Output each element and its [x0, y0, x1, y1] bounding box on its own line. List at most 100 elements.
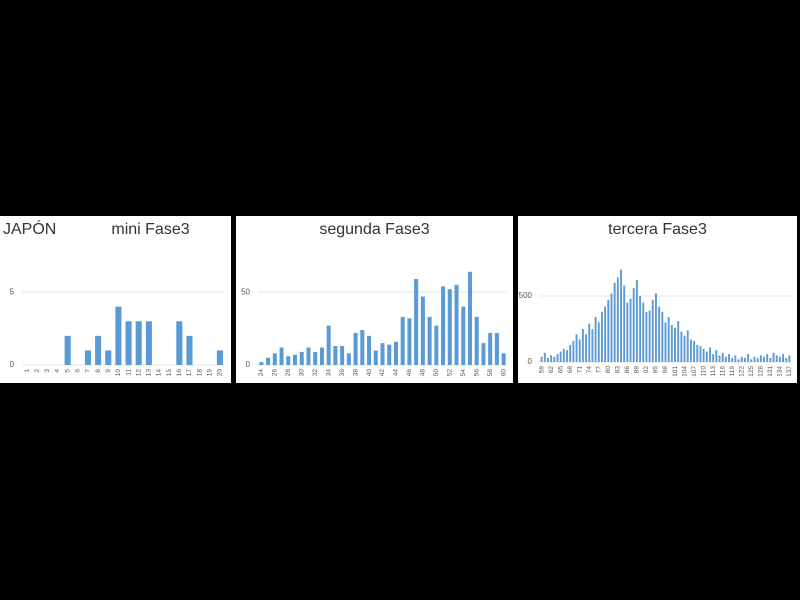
- bar: [306, 347, 311, 365]
- bar: [373, 350, 378, 365]
- bar: [319, 347, 324, 365]
- x-tick-label: 101: [672, 366, 679, 377]
- bar: [414, 279, 419, 365]
- x-tick-label: 131: [767, 366, 774, 377]
- bar: [186, 335, 193, 365]
- bar: [769, 358, 772, 362]
- y-tick-label: 0: [10, 360, 15, 369]
- x-tick-label: 65: [557, 366, 564, 374]
- bar: [775, 355, 778, 362]
- bar: [299, 351, 304, 365]
- x-tick-label: 62: [548, 366, 555, 374]
- bar: [728, 354, 730, 362]
- bar: [696, 344, 699, 362]
- bar: [333, 346, 338, 365]
- bar: [655, 293, 657, 362]
- bar: [594, 317, 597, 362]
- bar: [645, 311, 648, 362]
- x-tick-label: 7: [85, 369, 92, 373]
- x-tick-label: 50: [433, 369, 440, 377]
- bar: [626, 302, 629, 362]
- bar: [216, 350, 223, 365]
- x-tick-label: 16: [176, 369, 183, 377]
- bar: [737, 359, 740, 362]
- bar: [135, 321, 142, 365]
- y-tick-label: 5: [10, 287, 15, 296]
- x-tick-label: 28: [285, 369, 292, 377]
- bar: [623, 285, 626, 362]
- bar: [667, 317, 670, 362]
- bar: [756, 358, 759, 362]
- bar: [734, 355, 737, 362]
- bar: [84, 350, 92, 365]
- bar: [272, 353, 277, 365]
- x-tick-label: 137: [786, 366, 793, 377]
- bar: [648, 310, 651, 362]
- bar: [105, 350, 112, 365]
- x-tick-label: 2: [34, 369, 41, 373]
- bar: [259, 362, 264, 365]
- chart-title: tercera Fase3: [608, 221, 707, 238]
- x-tick-label: 58: [487, 369, 494, 377]
- bar: [680, 331, 683, 362]
- bar: [610, 293, 613, 362]
- x-tick-label: 5: [64, 369, 71, 373]
- bar: [562, 348, 565, 362]
- x-tick-label: 110: [700, 366, 707, 377]
- bar: [591, 329, 594, 362]
- bar: [360, 330, 365, 365]
- bar: [731, 358, 734, 362]
- bar: [427, 316, 432, 365]
- x-tick-label: 14: [156, 369, 163, 377]
- x-tick-label: 56: [473, 369, 480, 377]
- bar: [546, 358, 549, 362]
- x-tick-label: 80: [605, 366, 612, 374]
- bar: [367, 335, 372, 365]
- x-tick-label: 52: [447, 369, 454, 377]
- bar: [569, 344, 572, 362]
- bar: [604, 306, 607, 362]
- bar: [581, 329, 584, 362]
- x-tick-label: 83: [615, 366, 622, 374]
- chart-title: mini Fase3: [111, 221, 189, 238]
- x-tick-label: 20: [217, 369, 224, 377]
- bar: [115, 306, 122, 365]
- bar: [387, 344, 392, 365]
- x-tick-label: 40: [366, 369, 373, 377]
- bar: [292, 354, 298, 365]
- bar: [286, 356, 291, 365]
- bar: [642, 302, 645, 362]
- x-tick-label: 59: [538, 366, 545, 374]
- x-tick-label: 36: [339, 369, 346, 377]
- x-tick-label: 46: [406, 369, 413, 377]
- bar: [620, 269, 622, 362]
- x-tick-label: 116: [719, 366, 726, 377]
- x-tick-label: 113: [710, 366, 717, 377]
- bar: [635, 280, 638, 362]
- bar: [772, 352, 775, 362]
- bar: [686, 330, 689, 362]
- bar: [709, 347, 711, 362]
- bar: [326, 325, 331, 365]
- bar: [578, 339, 581, 362]
- x-tick-label: 34: [325, 369, 332, 377]
- bar: [661, 311, 664, 362]
- x-tick-label: 10: [115, 369, 122, 377]
- x-tick-label: 71: [576, 366, 583, 374]
- bar: [658, 306, 661, 362]
- bar: [613, 282, 616, 362]
- bar: [721, 352, 724, 362]
- bar: [95, 335, 102, 365]
- bar: [715, 350, 718, 362]
- bar: [629, 298, 632, 362]
- bar: [556, 354, 559, 362]
- bar: [718, 355, 721, 362]
- bar: [763, 356, 765, 362]
- bar: [313, 351, 318, 365]
- bar: [670, 325, 673, 362]
- y-tick-label: 500: [519, 291, 533, 300]
- x-tick-label: 107: [691, 366, 698, 377]
- panel-label: JAPÓN: [3, 219, 56, 238]
- x-tick-label: 9: [105, 369, 112, 373]
- x-tick-label: 30: [298, 369, 305, 377]
